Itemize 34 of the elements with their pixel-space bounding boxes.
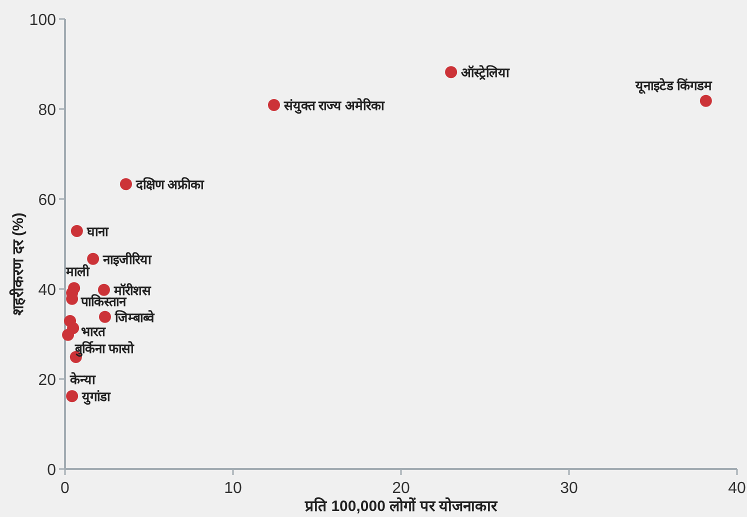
x-tick-label: 0 — [60, 480, 70, 497]
y-tick-label: 0 — [47, 462, 56, 479]
annotation: माली — [65, 264, 90, 280]
x-tick-label: 10 — [224, 480, 242, 497]
point — [268, 98, 280, 111]
point — [70, 224, 83, 237]
point — [66, 390, 78, 402]
point — [62, 328, 74, 341]
x-axis-title: प्रति 100,000 लोगों पर योजनाकार — [304, 497, 498, 515]
annotation: बुर्किना फासो — [74, 340, 135, 357]
annotation: घाना — [86, 224, 109, 239]
y-tick-label: 100 — [29, 12, 56, 29]
annotation: युगांडा — [81, 389, 112, 406]
x-tick-label: 30 — [560, 480, 578, 497]
y-tick-label: 40 — [38, 282, 56, 299]
x-tick-label: 40 — [728, 480, 746, 497]
annotation: भारत — [81, 324, 106, 340]
annotation: ऑस्ट्रेलिया — [461, 65, 510, 82]
point — [120, 178, 132, 190]
y-tick-label: 80 — [38, 102, 56, 119]
y-tick-label: 20 — [38, 372, 56, 389]
y-axis-title: शहरीकरण दर (%) — [9, 212, 27, 316]
annotation: यूनाइटेड किंगडम — [634, 76, 713, 94]
annotation: नाइजीरिया — [102, 252, 152, 267]
annotation: जिम्बाब्वे — [114, 310, 155, 325]
y-tick-label: 60 — [38, 192, 56, 209]
annotation: केन्या — [68, 372, 96, 387]
point — [87, 252, 100, 265]
annotation: संयुक्त राज्य अमेरिका — [282, 98, 386, 114]
point — [98, 310, 111, 323]
point — [445, 66, 458, 78]
annotation: दक्षिण अफ्रीका — [134, 177, 205, 192]
x-tick-label: 20 — [392, 480, 410, 497]
point — [700, 94, 712, 107]
